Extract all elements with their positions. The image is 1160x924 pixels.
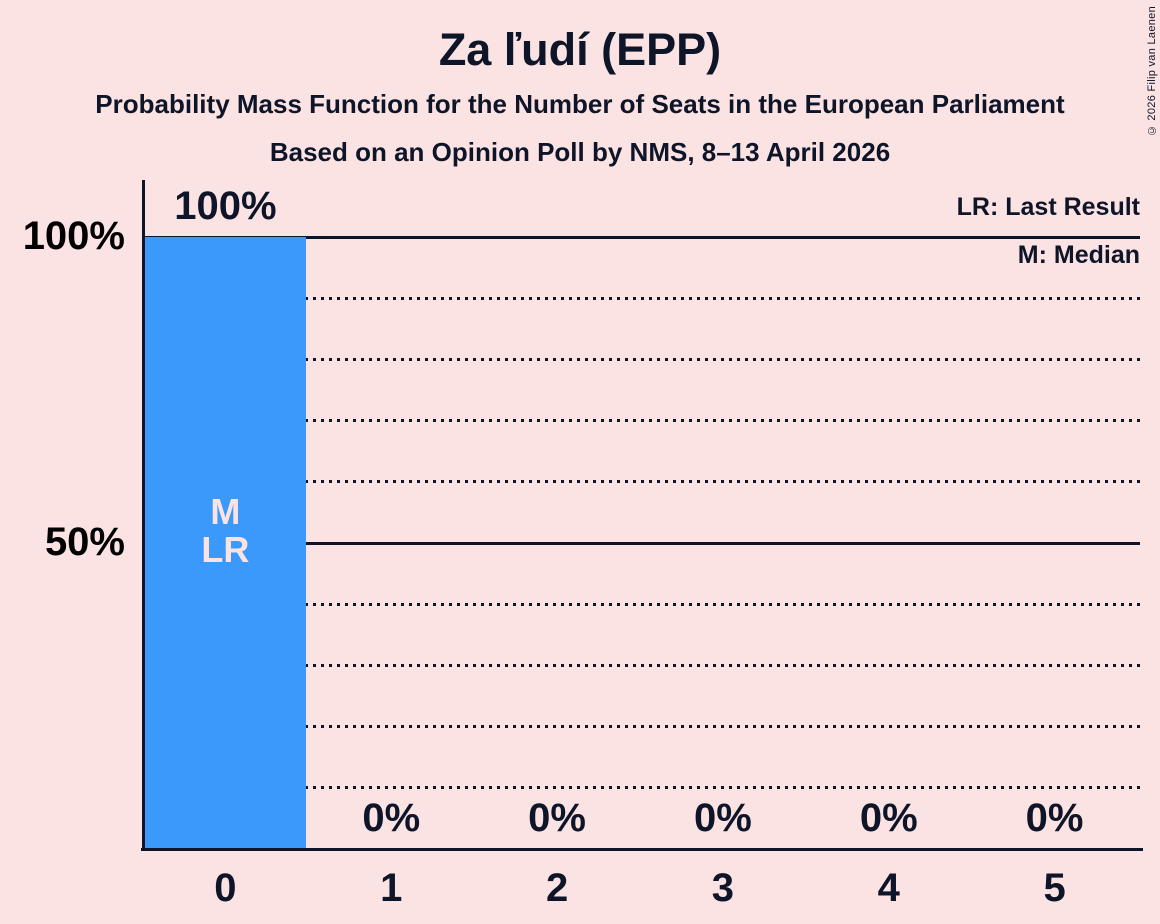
gridline-80pct <box>145 357 1140 361</box>
gridline-100pct <box>145 235 1140 239</box>
legend-last-result: LR: Last Result <box>956 193 1140 221</box>
x-tick-label-3: 3 <box>711 866 735 910</box>
gridline-60pct <box>145 480 1140 484</box>
median-last-result-marker: M LR <box>145 493 306 569</box>
median-marker-label: M <box>210 491 241 532</box>
x-tick-label-1: 1 <box>380 866 403 910</box>
bar-value-label: 0% <box>859 796 918 840</box>
last-result-marker-label: LR <box>201 529 250 570</box>
chart-subtitle: Probability Mass Function for the Number… <box>95 89 1065 119</box>
x-tick-label-5: 5 <box>1043 866 1066 910</box>
x-tick-label-2: 2 <box>545 866 569 910</box>
gridline-20pct <box>145 725 1140 729</box>
gridline-10pct <box>145 786 1140 790</box>
y-tick-label-50pct: 50% <box>44 520 125 564</box>
bar-seats-0 <box>145 237 306 849</box>
legend: LR: Last Result M: Median <box>957 183 1140 279</box>
bar-value-label: 100% <box>174 184 277 228</box>
bar-value-label: 0% <box>1025 796 1084 840</box>
legend-median: M: Median <box>1017 241 1140 269</box>
gridline-40pct <box>145 602 1140 606</box>
gridline-30pct <box>145 663 1140 667</box>
gridline-90pct <box>145 296 1140 300</box>
bar-value-label: 0% <box>694 796 752 840</box>
x-tick-label-4: 4 <box>877 866 900 910</box>
plot-area: 100% 0% 0% 0% 0% 0% M LR <box>141 180 1143 851</box>
x-axis <box>141 848 1143 851</box>
y-axis <box>142 180 145 849</box>
copyright-notice: © 2026 Filip van Laenen <box>1146 6 1158 137</box>
chart-title: Za ľudí (EPP) <box>438 24 722 75</box>
y-tick-label-100pct: 100% <box>22 214 125 258</box>
bar-value-label: 0% <box>362 796 421 840</box>
bar-value-label: 0% <box>528 796 586 840</box>
gridline-70pct <box>145 419 1140 423</box>
chart-source-line: Based on an Opinion Poll by NMS, 8–13 Ap… <box>269 137 891 167</box>
x-tick-label-0: 0 <box>214 866 237 910</box>
gridline-50pct <box>145 541 1140 545</box>
